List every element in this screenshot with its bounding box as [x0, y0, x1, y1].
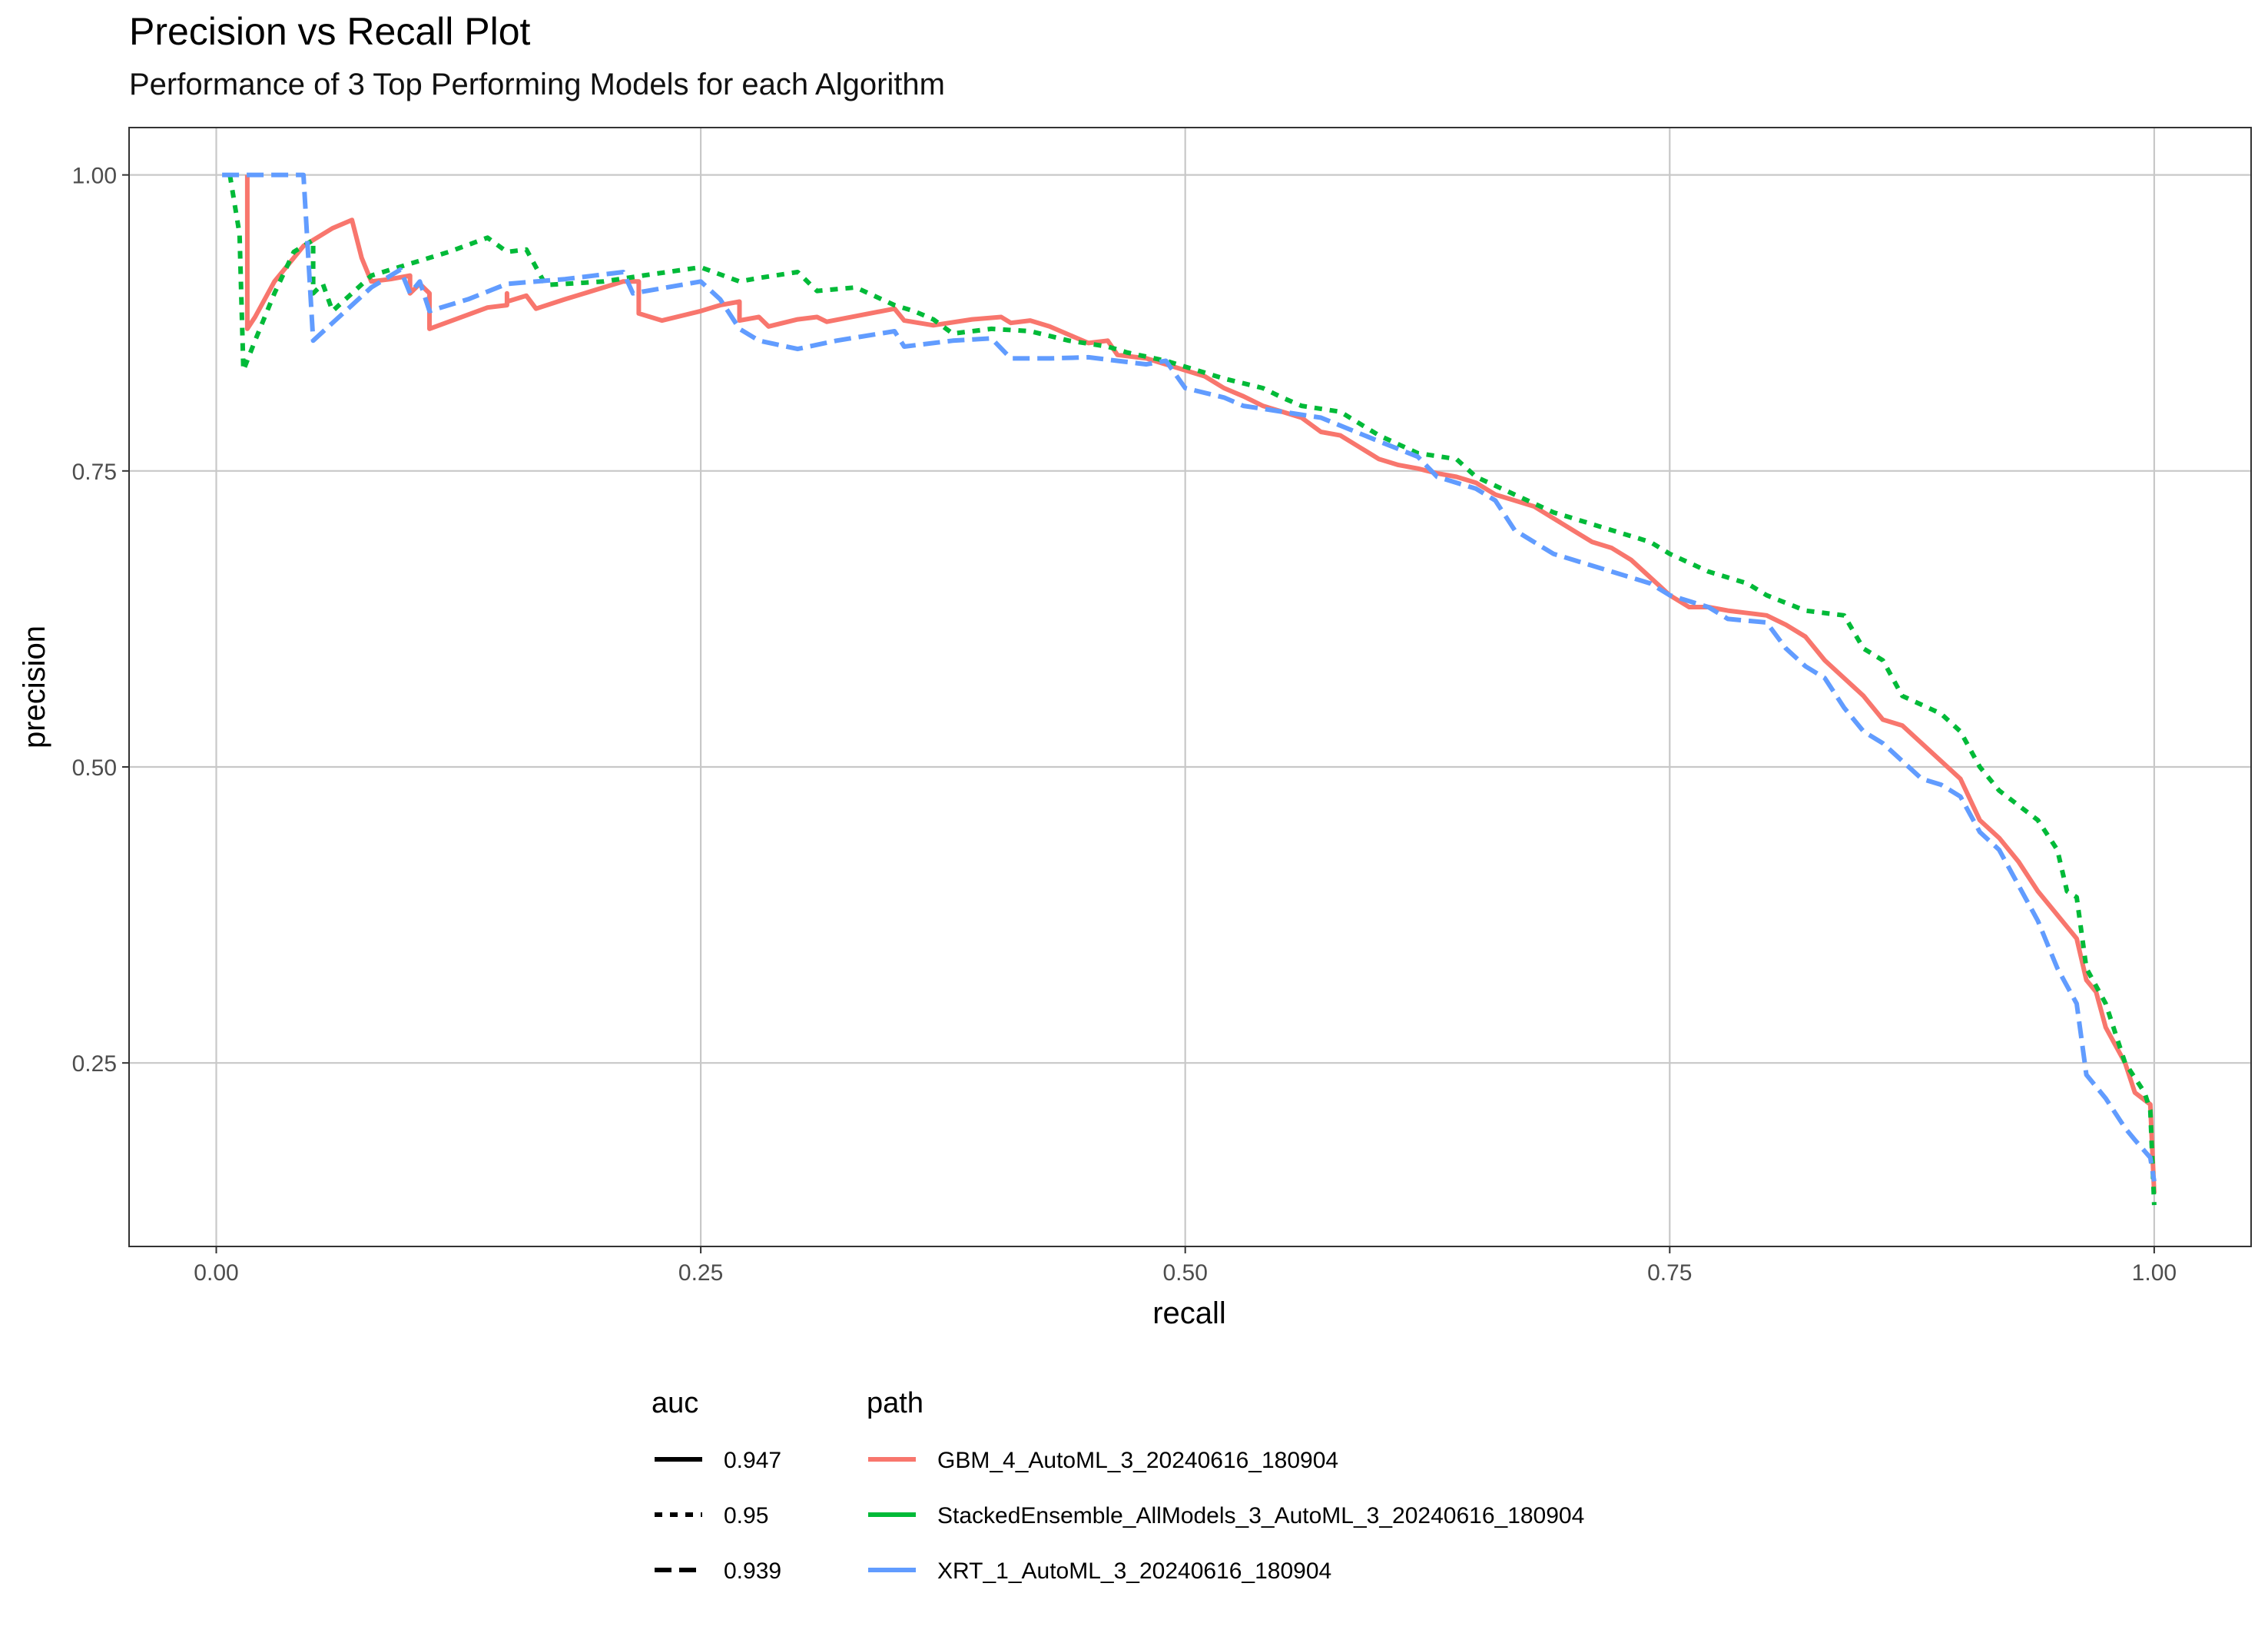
legend-auc-label: 0.95	[724, 1503, 768, 1528]
series-lines	[222, 172, 2157, 1206]
x-tick-label: 0.25	[678, 1260, 723, 1286]
series-line-3	[222, 172, 2157, 1182]
axes: 0.00 0.25 0.50 0.75 1.00 0.25 0.50 0.75 1.00	[72, 164, 2177, 1286]
chart-title: Precision vs Recall Plot	[129, 10, 531, 53]
chart-subtitle: Performance of 3 Top Performing Models f…	[129, 68, 945, 101]
y-tick-label: 0.25	[72, 1051, 117, 1077]
series-line-2	[227, 174, 2157, 1206]
legend-path-label: GBM_4_AutoML_3_20240616_180904	[937, 1448, 1338, 1473]
grid	[129, 128, 2251, 1246]
x-tick-label: 1.00	[2132, 1260, 2177, 1286]
legend-auc-title: auc	[652, 1387, 698, 1419]
y-tick-label: 0.75	[72, 460, 117, 485]
y-axis-title: precision	[18, 626, 51, 748]
legend-auc-label: 0.947	[724, 1448, 781, 1473]
legend-path-label: StackedEnsemble_AllModels_3_AutoML_3_202…	[937, 1503, 1584, 1528]
x-axis-title: recall	[1152, 1296, 1226, 1330]
legend-path-title: path	[867, 1387, 923, 1419]
legend-path-label: XRT_1_AutoML_3_20240616_180904	[937, 1558, 1331, 1584]
x-tick-label: 0.00	[194, 1260, 238, 1286]
y-tick-label: 1.00	[72, 164, 117, 189]
plot-panel-border	[128, 127, 2252, 1247]
x-tick-label: 0.75	[1647, 1260, 1692, 1286]
y-tick-label: 0.50	[72, 755, 117, 781]
x-tick-label: 0.50	[1162, 1260, 1207, 1286]
legend-auc-label: 0.939	[724, 1558, 781, 1584]
series-line-1	[244, 174, 2157, 1193]
legend: auc path 0.947 0.95 0.939 GBM_4_AutoML_3_20…	[652, 1387, 1584, 1584]
